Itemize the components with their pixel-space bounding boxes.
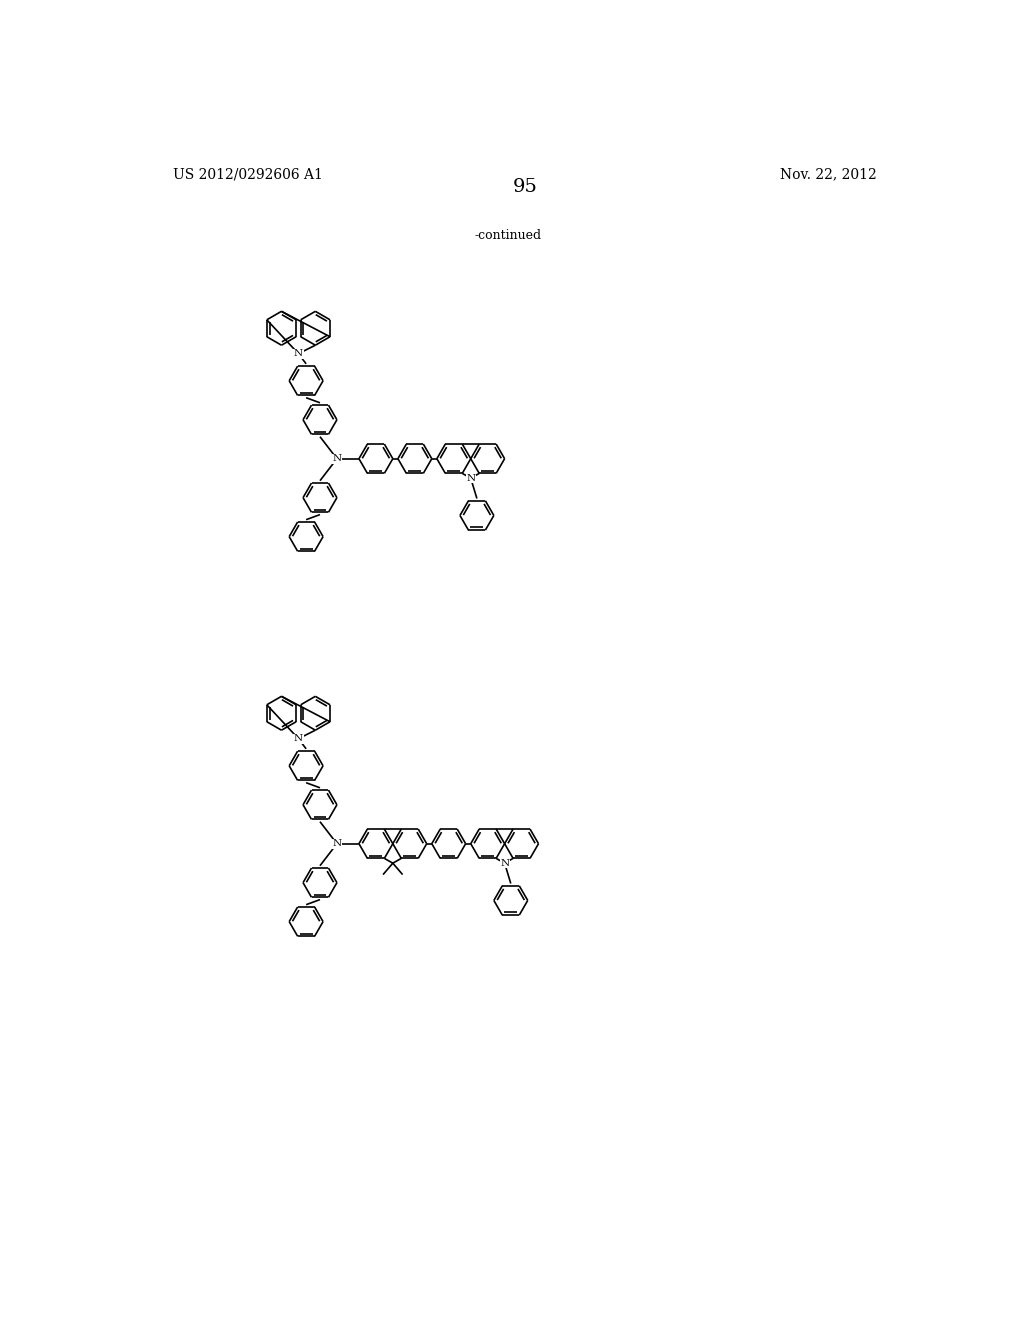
Text: N: N — [294, 734, 303, 743]
Text: N: N — [294, 350, 303, 358]
Text: N: N — [500, 859, 509, 867]
Text: N: N — [333, 454, 341, 463]
Text: N: N — [466, 474, 475, 483]
Text: Nov. 22, 2012: Nov. 22, 2012 — [780, 168, 877, 182]
Text: US 2012/0292606 A1: US 2012/0292606 A1 — [173, 168, 323, 182]
Text: 95: 95 — [512, 178, 538, 195]
Text: -continued: -continued — [474, 230, 542, 243]
Text: N: N — [333, 840, 341, 849]
